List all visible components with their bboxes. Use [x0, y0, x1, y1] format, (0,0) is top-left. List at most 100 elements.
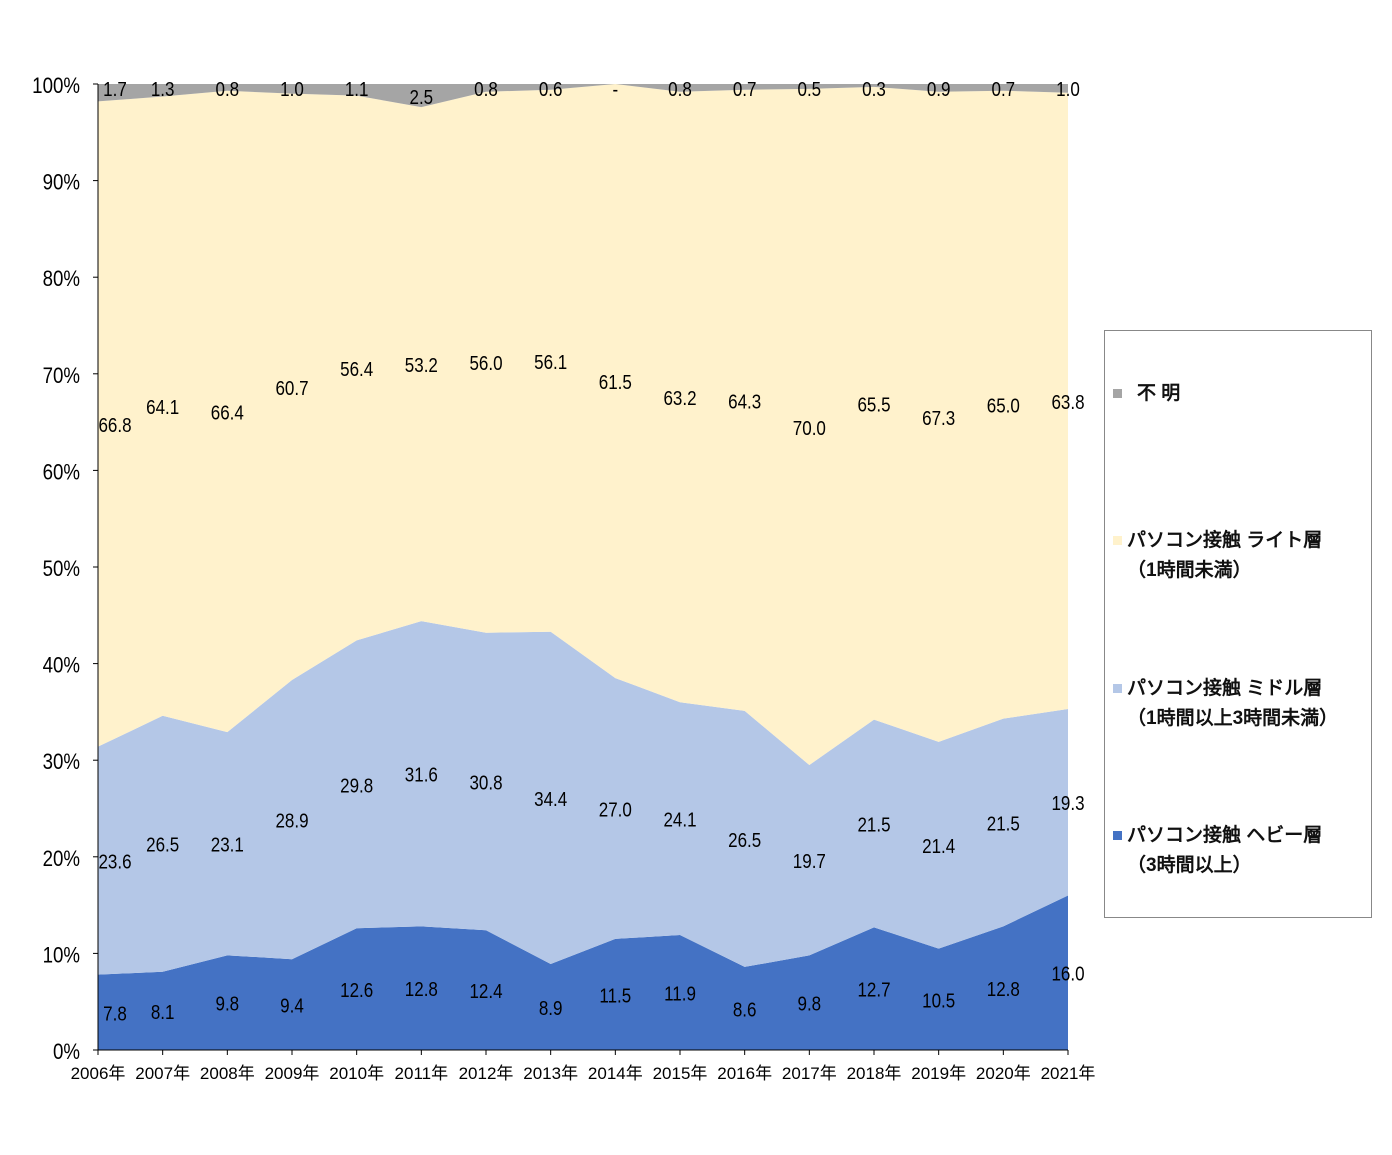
x-tick-label: 2021年 — [1041, 1064, 1096, 1083]
data-label-middle: 27.0 — [599, 798, 632, 821]
data-label-unknown: 0.3 — [862, 78, 886, 101]
data-label-heavy: 8.6 — [733, 998, 757, 1021]
area-middle — [98, 621, 1068, 975]
data-label-middle: 21.4 — [922, 835, 955, 858]
data-label-heavy: 10.5 — [922, 989, 955, 1012]
y-tick-label: 70% — [43, 364, 80, 388]
legend-label: パソコン接触 ヘビー層 — [1127, 825, 1323, 846]
x-tick-label: 2011年 — [395, 1064, 449, 1083]
legend-label-sub: （1時間未満） — [1127, 560, 1252, 581]
data-label-heavy: 12.6 — [340, 979, 373, 1002]
x-tick-label: 2008年 — [200, 1064, 255, 1083]
data-label-unknown: 0.9 — [927, 78, 951, 101]
data-label-heavy: 12.4 — [469, 980, 502, 1003]
data-label-light: 60.7 — [275, 377, 308, 400]
x-tick-label: 2010年 — [329, 1064, 384, 1083]
data-label-middle: 26.5 — [728, 829, 761, 852]
legend-item-unknown: 不 明 — [1113, 379, 1180, 409]
x-tick-label: 2009年 — [265, 1064, 320, 1083]
data-label-middle: 24.1 — [663, 808, 696, 831]
x-tick-label: 2012年 — [459, 1064, 514, 1083]
area-unknown — [98, 84, 1068, 108]
legend-item-heavy: パソコン接触 ヘビー層 （3時間以上） — [1113, 821, 1322, 881]
data-label-unknown: 1.1 — [345, 78, 369, 101]
y-tick-label: 30% — [43, 751, 80, 775]
y-tick-label: 90% — [43, 171, 80, 195]
data-label-unknown: 0.8 — [474, 78, 498, 101]
data-label-light: 56.4 — [340, 358, 373, 381]
data-label-unknown: 2.5 — [410, 86, 434, 109]
x-tick-label: 2015年 — [653, 1064, 708, 1083]
data-label-heavy: 16.0 — [1051, 962, 1084, 985]
data-label-unknown: 0.8 — [216, 78, 240, 101]
data-label-unknown: 0.5 — [798, 78, 822, 101]
data-label-light: 61.5 — [599, 371, 632, 394]
data-label-light: 65.5 — [857, 393, 890, 416]
data-label-unknown: 0.8 — [668, 78, 692, 101]
data-label-light: 66.4 — [211, 401, 244, 424]
data-label-light: 53.2 — [405, 354, 438, 377]
data-label-heavy: 11.5 — [599, 984, 631, 1007]
data-label-heavy: 11.9 — [664, 982, 696, 1005]
data-label-middle: 31.6 — [405, 763, 438, 786]
data-label-light: 63.8 — [1051, 391, 1084, 414]
data-label-light: 70.0 — [793, 417, 826, 440]
legend-swatch — [1113, 536, 1122, 545]
x-tick-label: 2018年 — [847, 1064, 902, 1083]
data-label-middle: 19.3 — [1051, 792, 1084, 815]
legend-swatch — [1113, 684, 1122, 693]
data-label-heavy: 9.8 — [216, 992, 240, 1015]
legend-label-sub: （1時間以上3時間未満） — [1127, 708, 1339, 729]
legend-item-light: パソコン接触 ライト層 （1時間未満） — [1113, 526, 1322, 586]
x-tick-label: 2007年 — [135, 1064, 190, 1083]
data-label-heavy: 7.8 — [103, 1002, 127, 1025]
legend: 不 明 パソコン接触 ライト層 （1時間未満） パソコン接触 ミドル層 （1時間… — [1104, 330, 1372, 918]
area-light — [98, 84, 1068, 766]
data-label-unknown: 1.7 — [103, 78, 127, 101]
data-label-unknown: 1.0 — [280, 78, 304, 101]
data-label-unknown: 0.6 — [539, 78, 563, 101]
data-label-light: 66.8 — [98, 414, 131, 437]
data-label-unknown: 1.3 — [151, 78, 175, 101]
x-tick-label: 2016年 — [717, 1064, 772, 1083]
data-label-middle: 19.7 — [793, 850, 826, 873]
data-label-light: 64.3 — [728, 390, 761, 413]
legend-label: パソコン接触 ライト層 — [1127, 530, 1323, 551]
data-label-unknown: 0.7 — [992, 78, 1016, 101]
data-label-light: 64.1 — [146, 396, 179, 419]
data-label-heavy: 12.7 — [857, 978, 890, 1001]
x-tick-label: 2013年 — [523, 1064, 578, 1083]
x-tick-label: 2020年 — [976, 1064, 1031, 1083]
legend-swatch — [1113, 831, 1122, 840]
y-tick-label: 100% — [32, 75, 80, 99]
data-label-heavy: 9.4 — [280, 994, 304, 1017]
data-label-middle: 29.8 — [340, 774, 373, 797]
data-label-light: 65.0 — [987, 394, 1020, 417]
y-tick-label: 80% — [43, 268, 80, 292]
y-tick-label: 40% — [43, 654, 80, 678]
data-label-heavy: 12.8 — [405, 978, 438, 1001]
area-heavy — [98, 895, 1068, 1050]
data-label-light: 67.3 — [922, 406, 955, 429]
data-label-middle: 30.8 — [469, 771, 502, 794]
data-label-middle: 26.5 — [146, 833, 179, 856]
y-tick-label: 10% — [43, 944, 80, 968]
data-label-light: 63.2 — [663, 387, 696, 410]
legend-label-sub: （3時間以上） — [1127, 855, 1252, 876]
data-label-heavy: 8.9 — [539, 997, 563, 1020]
x-tick-label: 2019年 — [911, 1064, 966, 1083]
data-label-middle: 21.5 — [857, 813, 890, 836]
x-tick-label: 2006年 — [71, 1064, 126, 1083]
data-label-light: 56.1 — [534, 350, 567, 373]
y-tick-label: 60% — [43, 461, 80, 485]
data-label-unknown: 1.0 — [1056, 78, 1080, 101]
x-tick-label: 2017年 — [782, 1064, 837, 1083]
y-tick-label: 50% — [43, 558, 80, 582]
x-tick-label: 2014年 — [588, 1064, 643, 1083]
data-label-unknown: - — [612, 78, 618, 101]
data-label-middle: 34.4 — [534, 788, 567, 811]
y-tick-label: 20% — [43, 847, 80, 871]
legend-label: パソコン接触 ミドル層 — [1127, 678, 1323, 699]
